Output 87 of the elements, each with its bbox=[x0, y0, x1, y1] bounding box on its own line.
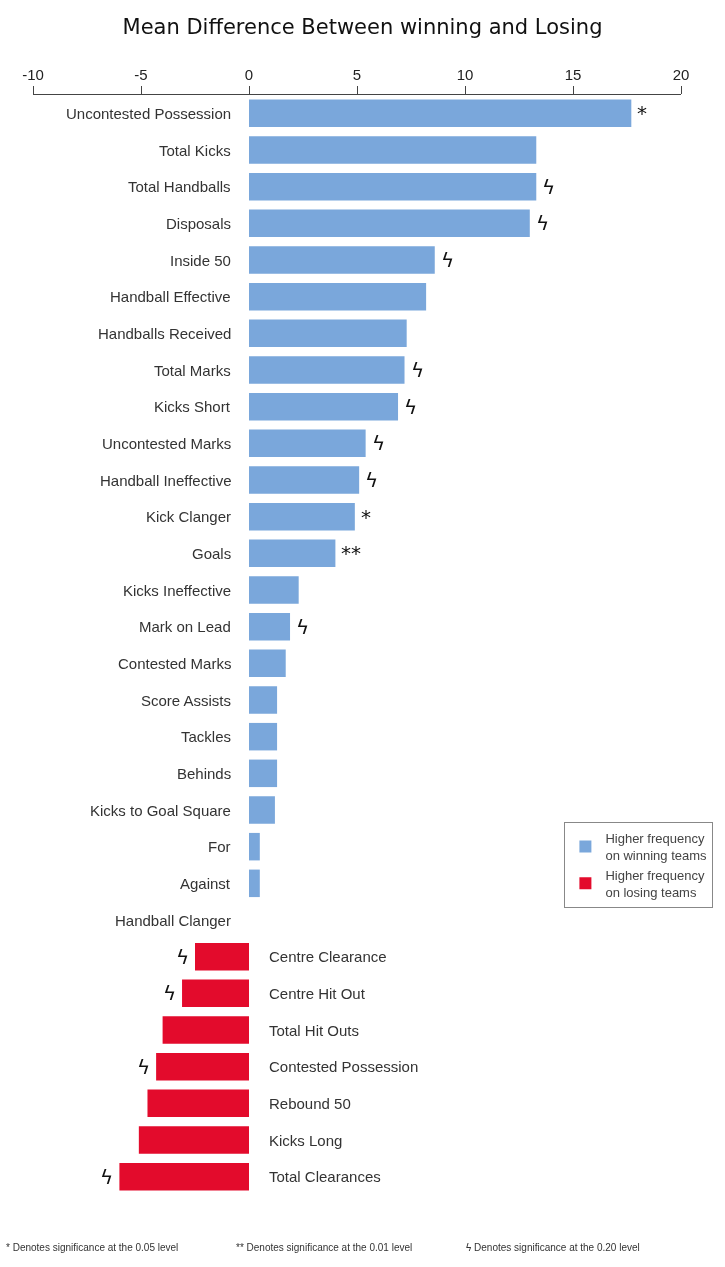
bar bbox=[249, 759, 278, 788]
bar bbox=[249, 869, 260, 898]
annotation: ϟ bbox=[296, 615, 310, 639]
y-tick-label: Uncontested Possession bbox=[66, 105, 232, 122]
y-tick-label: Kicks Long bbox=[269, 1132, 343, 1149]
bar bbox=[147, 1089, 249, 1118]
bar bbox=[249, 576, 299, 604]
annotation: ϟ bbox=[372, 431, 386, 455]
annotation: ϟ bbox=[100, 1165, 114, 1189]
y-tick-label: Centre Hit Out bbox=[269, 985, 366, 1002]
bar bbox=[249, 612, 291, 641]
bar bbox=[249, 539, 336, 568]
y-tick-label: Behinds bbox=[177, 765, 232, 782]
x-tick-label: 20 bbox=[672, 65, 690, 83]
bar bbox=[249, 466, 360, 494]
x-tick-label: 10 bbox=[456, 65, 474, 83]
bar bbox=[249, 246, 435, 274]
text: ϟ Denotes significance at the 0.20 level bbox=[466, 1242, 640, 1253]
y-tick-label: Total Kicks bbox=[159, 142, 231, 159]
x-tick-label: -10 bbox=[22, 65, 44, 83]
y-tick-label: Handballs Received bbox=[98, 325, 232, 342]
y-tick-label: Against bbox=[180, 875, 231, 892]
annotation: * bbox=[637, 101, 647, 125]
bar bbox=[249, 99, 632, 128]
bar bbox=[249, 429, 366, 458]
annotation: ϟ bbox=[404, 395, 418, 419]
y-tick-label: Kicks Ineffective bbox=[123, 582, 232, 599]
y-tick-label: Uncontested Marks bbox=[102, 435, 232, 452]
annotation: ϟ bbox=[365, 468, 379, 492]
bar bbox=[249, 392, 399, 421]
bar bbox=[119, 1162, 249, 1191]
chart-title: Mean Difference Between winning and Losing bbox=[122, 14, 603, 39]
y-tick-label: Tackles bbox=[181, 728, 232, 745]
bar bbox=[156, 1052, 249, 1081]
bar bbox=[249, 136, 537, 164]
y-tick-label: Kicks to Goal Square bbox=[90, 802, 231, 819]
x-tick-label: 0 bbox=[244, 65, 254, 83]
bar bbox=[249, 832, 260, 861]
y-tick-label: Handball Clanger bbox=[115, 912, 231, 929]
bar bbox=[249, 649, 286, 678]
y-tick-label: Kick Clanger bbox=[146, 508, 232, 525]
y-tick-label: For bbox=[208, 838, 231, 855]
annotation: ϟ bbox=[536, 211, 550, 235]
annotation: * bbox=[361, 505, 371, 529]
y-tick-label: Handball Effective bbox=[110, 288, 231, 305]
y-tick-label: Contested Marks bbox=[118, 655, 232, 672]
legend-label: Higher frequency on winning teams bbox=[605, 831, 708, 863]
y-tick-label: Kicks Short bbox=[154, 398, 231, 415]
y-tick-label: Total Hit Outs bbox=[269, 1022, 360, 1039]
y-tick-label: Score Assists bbox=[141, 692, 232, 709]
y-tick-label: Centre Clearance bbox=[269, 948, 387, 965]
y-tick-label: Goals bbox=[192, 545, 232, 562]
bar bbox=[249, 356, 405, 384]
y-tick-label: Contested Possession bbox=[269, 1058, 419, 1075]
text: ** Denotes significance at the 0.01 level bbox=[236, 1242, 413, 1253]
legend-label: Higher frequency on losing teams bbox=[605, 867, 705, 900]
y-tick-label: Total Marks bbox=[154, 362, 231, 379]
annotation: ϟ bbox=[163, 981, 177, 1005]
x-tick-label: 5 bbox=[352, 65, 362, 83]
bar bbox=[249, 172, 537, 201]
annotation: ϟ bbox=[441, 248, 455, 272]
annotation: ** bbox=[341, 541, 361, 565]
y-tick-label: Total Clearances bbox=[269, 1168, 381, 1185]
y-tick-label: Inside 50 bbox=[170, 252, 231, 269]
y-tick-label: Mark on Lead bbox=[139, 618, 231, 635]
x-tick-label: 15 bbox=[564, 65, 582, 83]
annotation: ϟ bbox=[411, 358, 425, 382]
y-tick-label: Handball Ineffective bbox=[100, 472, 232, 489]
bar bbox=[249, 686, 278, 714]
x-tick-label: -5 bbox=[134, 65, 148, 83]
y-tick-label: Rebound 50 bbox=[269, 1095, 351, 1112]
bar bbox=[138, 1126, 249, 1154]
bar bbox=[162, 1016, 249, 1044]
bar bbox=[249, 796, 275, 824]
bar bbox=[182, 979, 249, 1008]
bar bbox=[249, 319, 407, 348]
bar bbox=[249, 722, 278, 751]
annotation: ϟ bbox=[176, 945, 190, 969]
bar bbox=[195, 942, 249, 971]
bar bbox=[249, 502, 355, 531]
annotation: ϟ bbox=[542, 175, 556, 199]
y-tick-label: Total Handballs bbox=[128, 178, 231, 195]
bar bbox=[249, 282, 427, 311]
text: * Denotes significance at the 0.05 level bbox=[6, 1242, 179, 1253]
y-tick-label: Disposals bbox=[166, 215, 232, 232]
bar bbox=[249, 209, 530, 238]
annotation: ϟ bbox=[137, 1055, 151, 1079]
